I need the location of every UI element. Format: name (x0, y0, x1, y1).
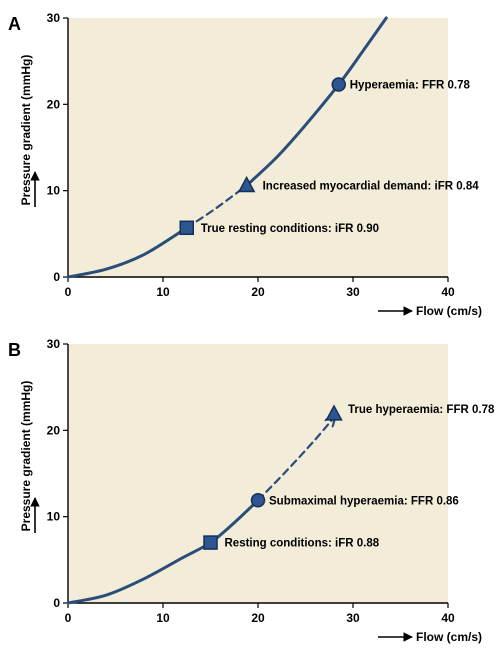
circle-marker (331, 77, 346, 92)
x-tick-label: 10 (156, 611, 170, 625)
plot-background (68, 344, 448, 603)
curve-solid-segment (245, 16, 388, 187)
square-marker (203, 535, 218, 550)
point-annotation: True hyperaemia: FFR 0.78 (348, 404, 495, 416)
curve-dashed-segment (256, 417, 334, 502)
panel-b: B 0 10 20 30 0 10 20 30 40 Pressure gradient (mmHg… (8, 337, 495, 644)
square-marker (179, 220, 194, 236)
x-tick-label: 30 (346, 611, 360, 625)
y-tick-label: 20 (47, 423, 61, 437)
x-axis-title: Flow (cm/s) (416, 304, 482, 318)
y-axis-title: Pressure gradient (mmHg) (19, 55, 33, 206)
triangle-marker (237, 175, 256, 193)
y-tick-label: 10 (47, 184, 61, 198)
plot-background (68, 18, 448, 277)
circle-marker (250, 493, 266, 508)
triangle-marker (325, 404, 343, 421)
point-annotation: Increased myocardial demand: iFR 0.84 (263, 180, 480, 192)
panel-a: A 0 10 20 30 0 10 20 30 40 Pressure gradient (mmHg… (8, 11, 482, 318)
x-tick-label: 10 (156, 285, 170, 299)
panel-letter: A (8, 14, 21, 34)
y-tick-label: 10 (47, 510, 61, 524)
x-tick-label: 0 (65, 611, 72, 625)
y-tick-label: 0 (53, 270, 60, 284)
x-tick-label: 0 (65, 285, 72, 299)
y-tick-label: 30 (47, 337, 61, 351)
x-tick-label: 20 (251, 611, 265, 625)
curve-solid-segment (66, 226, 189, 279)
y-axis-title: Pressure gradient (mmHg) (19, 381, 33, 532)
y-tick-label: 20 (47, 97, 61, 111)
y-tick-label: 0 (53, 596, 60, 610)
x-tick-label: 40 (441, 285, 455, 299)
x-tick-label: 40 (441, 611, 455, 625)
panel-letter: B (8, 340, 21, 360)
point-annotation: Submaximal hyperaemia: FFR 0.86 (269, 495, 459, 507)
point-annotation: Hyperaemia: FFR 0.78 (350, 79, 471, 91)
point-annotation: Resting conditions: iFR 0.88 (225, 538, 380, 550)
x-tick-label: 20 (251, 285, 265, 299)
x-axis-title: Flow (cm/s) (416, 630, 482, 644)
x-tick-label: 30 (346, 285, 360, 299)
curve-solid-segment (66, 498, 260, 605)
point-annotation: True resting conditions: iFR 0.90 (201, 223, 379, 235)
y-tick-label: 30 (47, 11, 61, 25)
